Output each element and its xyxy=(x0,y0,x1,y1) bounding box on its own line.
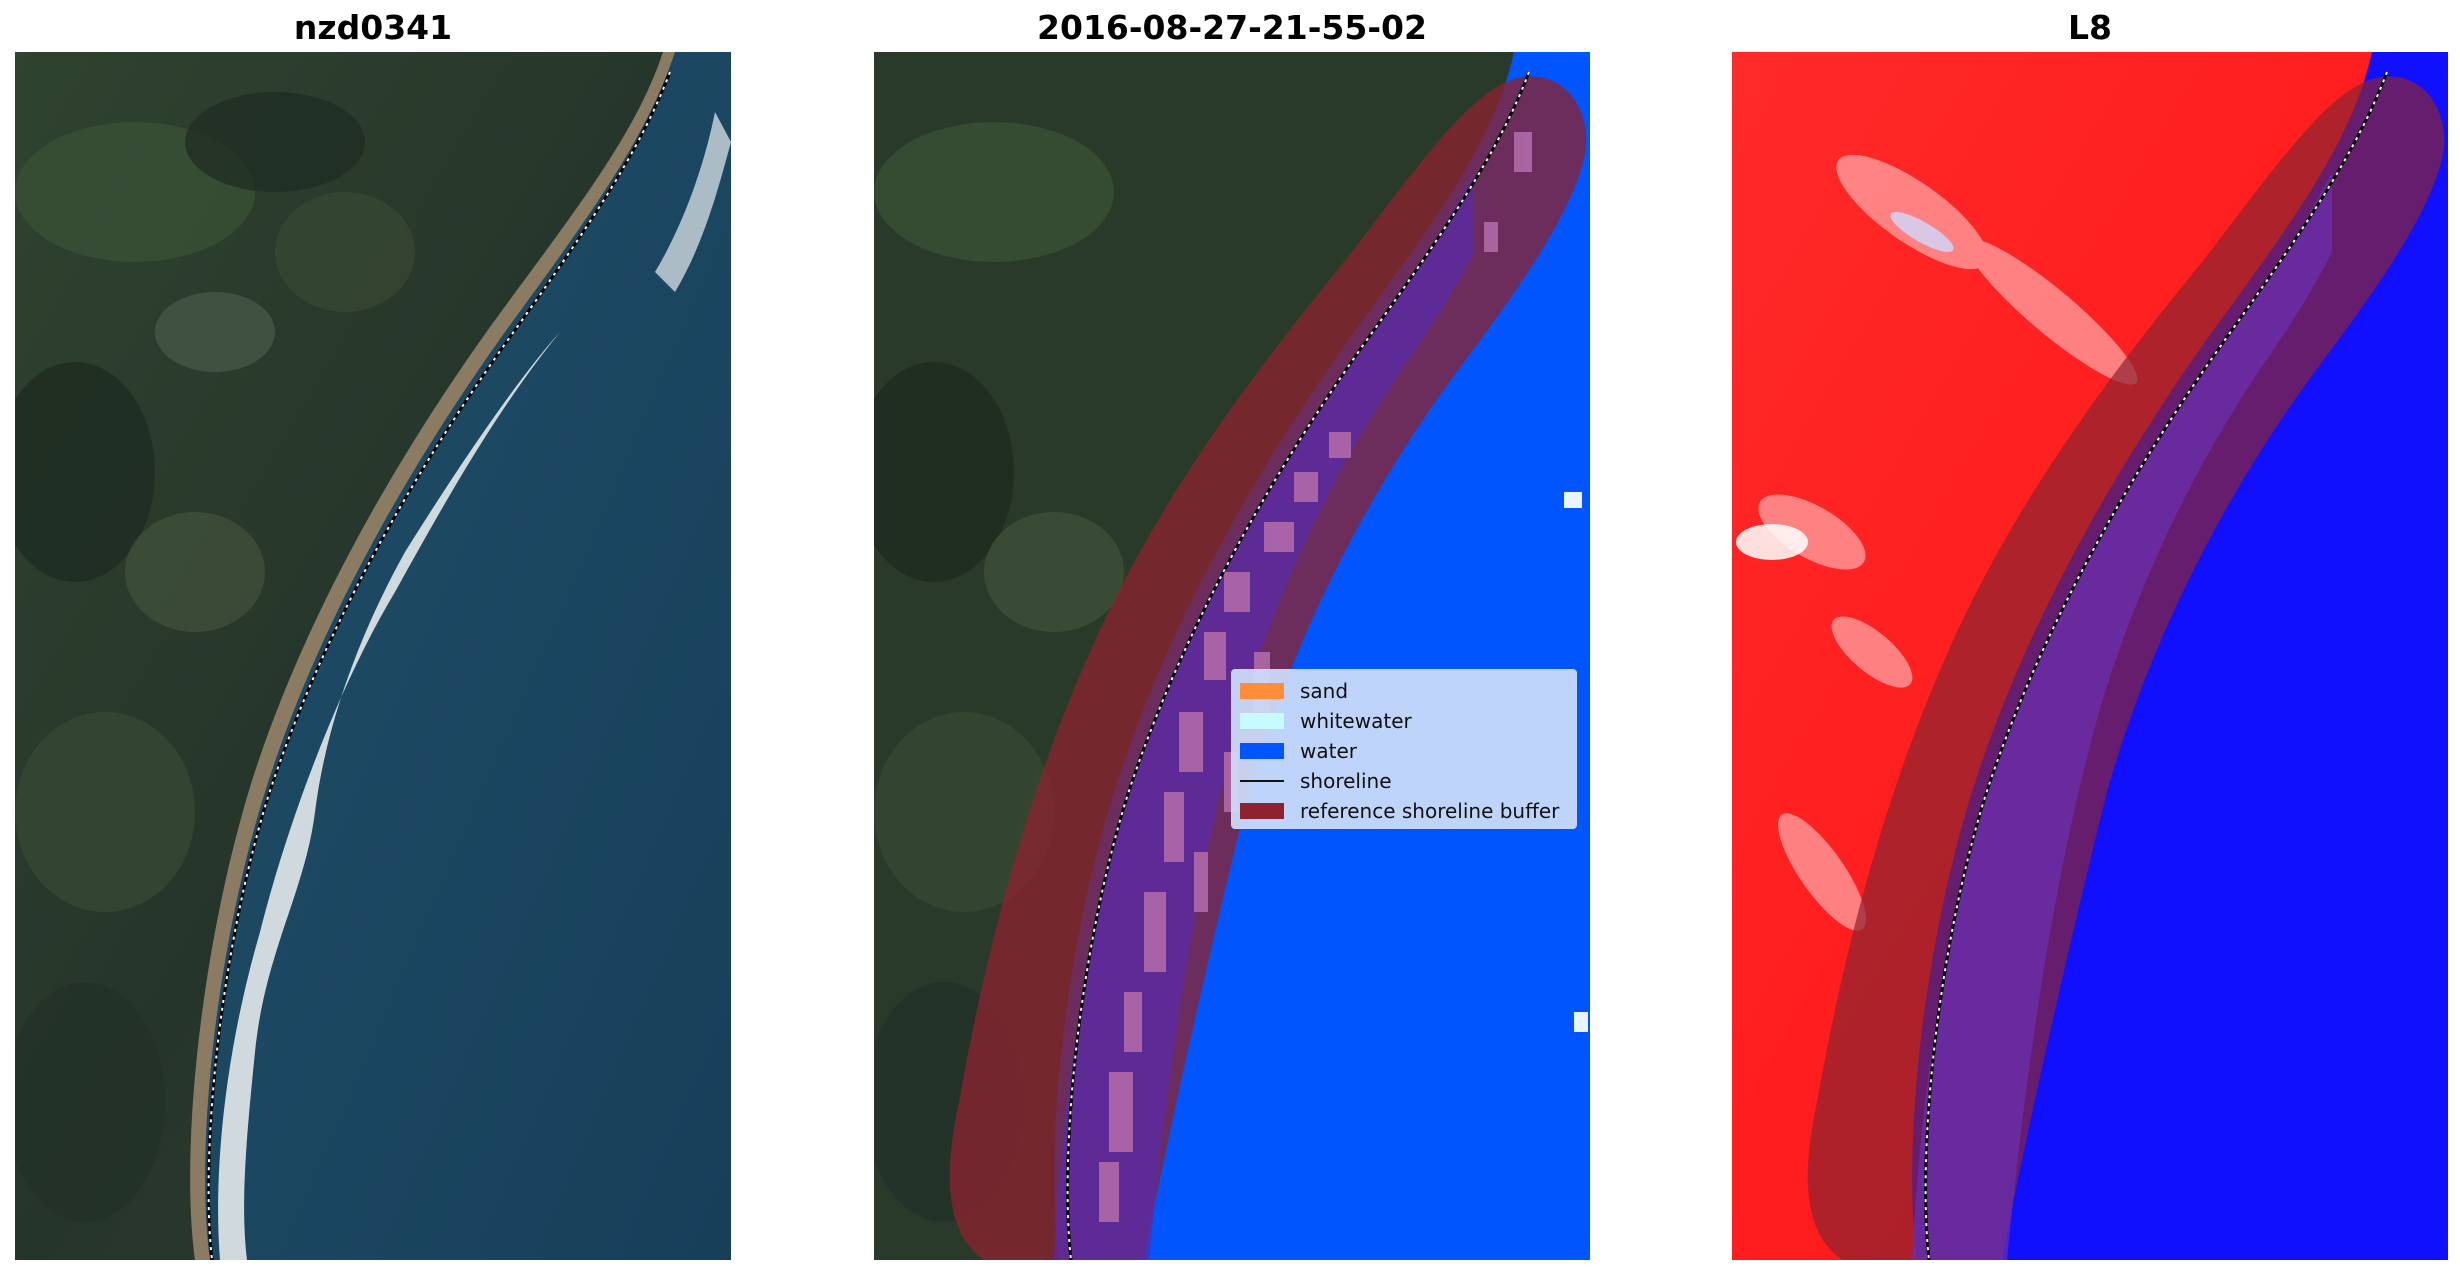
legend-item-whitewater: whitewater xyxy=(1240,706,1576,736)
legend-item-buffer: reference shoreline buffer xyxy=(1240,796,1576,826)
classification-panel xyxy=(874,52,1590,1260)
legend-label-sand: sand xyxy=(1300,679,1349,703)
panel-title-index: L8 xyxy=(2068,8,2112,47)
legend-swatch-sand xyxy=(1240,683,1284,699)
classified-image xyxy=(874,52,1590,1260)
panel-title-classification: 2016-08-27-21-55-02 xyxy=(1037,8,1427,47)
legend-swatch-whitewater xyxy=(1240,713,1284,729)
rgb-satellite-image xyxy=(15,52,731,1260)
legend-label-water: water xyxy=(1300,739,1357,763)
legend-label-whitewater: whitewater xyxy=(1300,709,1412,733)
legend: sand whitewater water shoreline referenc… xyxy=(1231,669,1577,829)
legend-swatch-water xyxy=(1240,743,1284,759)
panel-title-rgb: nzd0341 xyxy=(293,8,453,47)
legend-item-shoreline: shoreline xyxy=(1240,766,1576,796)
legend-label-buffer: reference shoreline buffer xyxy=(1300,799,1560,823)
index-image xyxy=(1732,52,2448,1260)
legend-swatch-buffer xyxy=(1240,803,1284,819)
legend-item-water: water xyxy=(1240,736,1576,766)
legend-line-shoreline xyxy=(1240,780,1284,782)
index-panel xyxy=(1732,52,2448,1260)
legend-label-shoreline: shoreline xyxy=(1300,769,1392,793)
rgb-image-panel xyxy=(15,52,731,1260)
legend-item-sand: sand xyxy=(1240,676,1576,706)
